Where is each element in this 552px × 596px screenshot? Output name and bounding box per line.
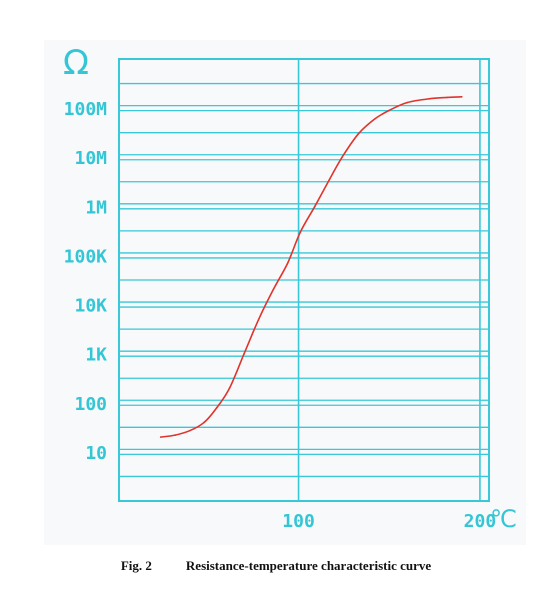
data-point <box>272 288 274 291</box>
data-point <box>460 95 463 98</box>
data-point <box>406 101 409 104</box>
data-point <box>159 436 162 438</box>
data-point <box>357 132 360 135</box>
data-point <box>203 421 206 424</box>
x-tick-label: 100 <box>282 511 315 532</box>
curve-layer <box>159 95 463 438</box>
x-unit-label: ℃ <box>490 505 517 533</box>
data-point <box>328 178 331 181</box>
y-unit-label: Ω <box>63 43 89 83</box>
y-tick-label: 100K <box>64 246 108 267</box>
y-tick-label: 10M <box>74 148 107 169</box>
grid <box>118 58 490 502</box>
data-point <box>373 118 376 120</box>
data-point <box>174 434 177 436</box>
y-tick-label: 1K <box>85 345 107 366</box>
data-point <box>257 318 260 321</box>
figure-number: Fig. 2 <box>120 558 152 573</box>
figure-caption-text: Resistance-temperature characteristic cu… <box>185 558 432 573</box>
data-point <box>228 387 231 389</box>
data-point <box>286 262 289 264</box>
y-tick-label: 1M <box>85 197 107 218</box>
data-point <box>216 406 218 409</box>
data-point <box>341 156 343 159</box>
y-tick-label: 10 <box>85 443 107 464</box>
y-tick-label: 100M <box>64 99 108 120</box>
data-point <box>446 96 449 99</box>
figure-caption: Fig. 2 Resistance-temperature characteris… <box>0 558 552 574</box>
x-tick-label: 200 <box>464 511 497 532</box>
chart-background <box>44 40 526 545</box>
data-point <box>428 97 430 100</box>
y-tick-label: 10K <box>74 296 107 317</box>
data-point <box>299 231 302 233</box>
data-point <box>243 352 245 355</box>
data-point <box>188 429 191 432</box>
data-point <box>388 109 391 112</box>
data-point <box>314 205 316 208</box>
x-axis-labels: 100 200 <box>282 511 496 532</box>
y-tick-label: 100 <box>74 394 107 415</box>
y-axis-labels: 10 100 1K 10K 100K 1M 10M 100M <box>64 99 108 464</box>
